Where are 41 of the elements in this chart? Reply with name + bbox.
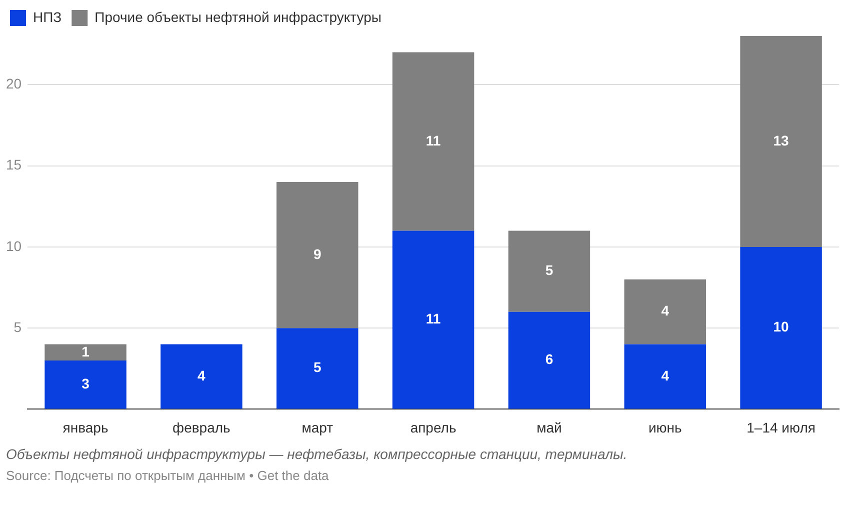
legend-label: Прочие объекты нефтяной инфраструктуры (94, 8, 382, 25)
y-tick-label: 5 (14, 318, 22, 335)
x-tick-label: 1–14 июля (746, 419, 816, 436)
x-tick-label: апрель (410, 419, 456, 436)
bar (44, 344, 126, 361)
bar (44, 360, 126, 409)
text: Объекты нефтяной инфраструктуры — нефтебазы, компрессорные станции, терминалы. (6, 446, 628, 462)
bar (276, 328, 358, 409)
data-label: 6 (545, 351, 554, 368)
data-label: 3 (82, 375, 90, 392)
legend-label: НПЗ (33, 8, 62, 25)
bar (740, 246, 822, 409)
bar (508, 312, 590, 409)
data-label: 4 (661, 302, 670, 319)
x-tick-label: март (302, 419, 334, 436)
bar (624, 279, 706, 344)
x-tick-label: январь (62, 419, 108, 436)
data-label: 10 (773, 318, 790, 335)
data-label: 11 (426, 132, 441, 148)
data-label: 5 (545, 262, 554, 278)
x-tick-label: февраль (172, 419, 230, 436)
bar (624, 344, 706, 409)
x-tick-label: июнь (648, 419, 682, 436)
bar (276, 182, 358, 328)
data-label: 11 (426, 310, 441, 327)
data-label: 5 (313, 359, 322, 376)
data-label: 13 (773, 132, 790, 148)
y-tick-label: 15 (6, 156, 22, 173)
bar (160, 344, 242, 409)
y-tick-label: 20 (6, 76, 22, 92)
data-label: 4 (661, 367, 670, 384)
source-note: Source: Подсчеты по открытым данным • Get the data (6, 468, 330, 483)
data-label: 9 (313, 246, 322, 262)
bar (392, 230, 474, 409)
bar (392, 52, 474, 231)
data-label: 1 (82, 343, 90, 360)
bar (740, 36, 822, 247)
y-tick-label: 10 (6, 238, 22, 254)
data-label: 4 (198, 367, 206, 384)
x-tick-label: май (536, 419, 562, 436)
bar (508, 230, 590, 312)
